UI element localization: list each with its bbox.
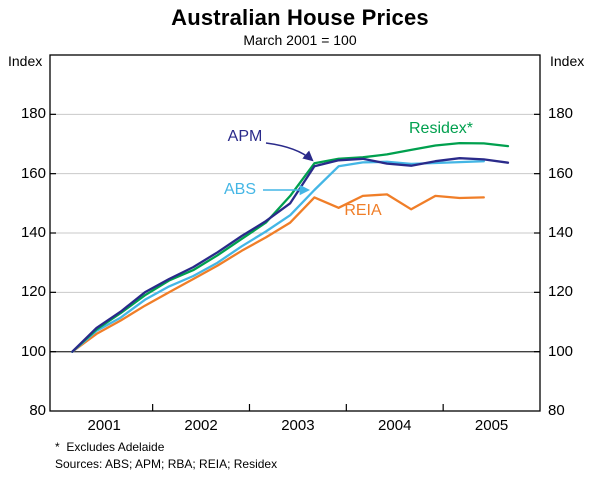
x-year-label: 2003 xyxy=(281,417,315,434)
y-tick-label-left: 100 xyxy=(20,342,46,360)
footnote-sources: Sources: ABS; APM; RBA; REIA; Residex xyxy=(55,457,278,471)
x-year-label: 2001 xyxy=(87,417,121,434)
series-line-residex xyxy=(71,141,510,353)
footnote-excludes-adelaide: * Excludes Adelaide xyxy=(55,440,165,454)
series-label-residex: Residex* xyxy=(408,120,474,137)
left-axis-title: Index xyxy=(8,53,43,69)
right-axis-title: Index xyxy=(550,53,585,69)
series-line-apm xyxy=(71,157,510,353)
y-tick-label-left: 140 xyxy=(20,224,46,241)
y-tick-label-right: 140 xyxy=(548,224,574,241)
y-tick-label-left: 180 xyxy=(20,105,46,123)
x-year-label: 2004 xyxy=(378,417,412,434)
chart-title: Australian House Prices xyxy=(171,5,429,30)
y-tick-label-right: 180 xyxy=(548,105,574,123)
y-tick-label-right: 120 xyxy=(548,283,574,301)
y-tick-label-left: 120 xyxy=(20,283,46,301)
y-tick-label-left: 160 xyxy=(20,164,46,182)
y-tick-label-right: 100 xyxy=(548,342,574,360)
series-label-apm: APM xyxy=(227,128,263,145)
y-tick-label-right: 160 xyxy=(548,164,574,182)
series-line-abs xyxy=(71,160,485,353)
x-year-label: 2005 xyxy=(474,417,509,434)
y-tick-label-right: 80 xyxy=(548,402,565,419)
y-tick-label-left: 80 xyxy=(29,402,46,419)
x-year-label: 2002 xyxy=(184,417,218,434)
series-label-reia: REIA xyxy=(344,202,382,219)
series-label-abs: ABS xyxy=(223,181,257,198)
chart-subtitle: March 2001 = 100 xyxy=(243,32,357,48)
series-line-reia xyxy=(71,193,485,353)
annotation-arrow-apm xyxy=(265,142,314,162)
